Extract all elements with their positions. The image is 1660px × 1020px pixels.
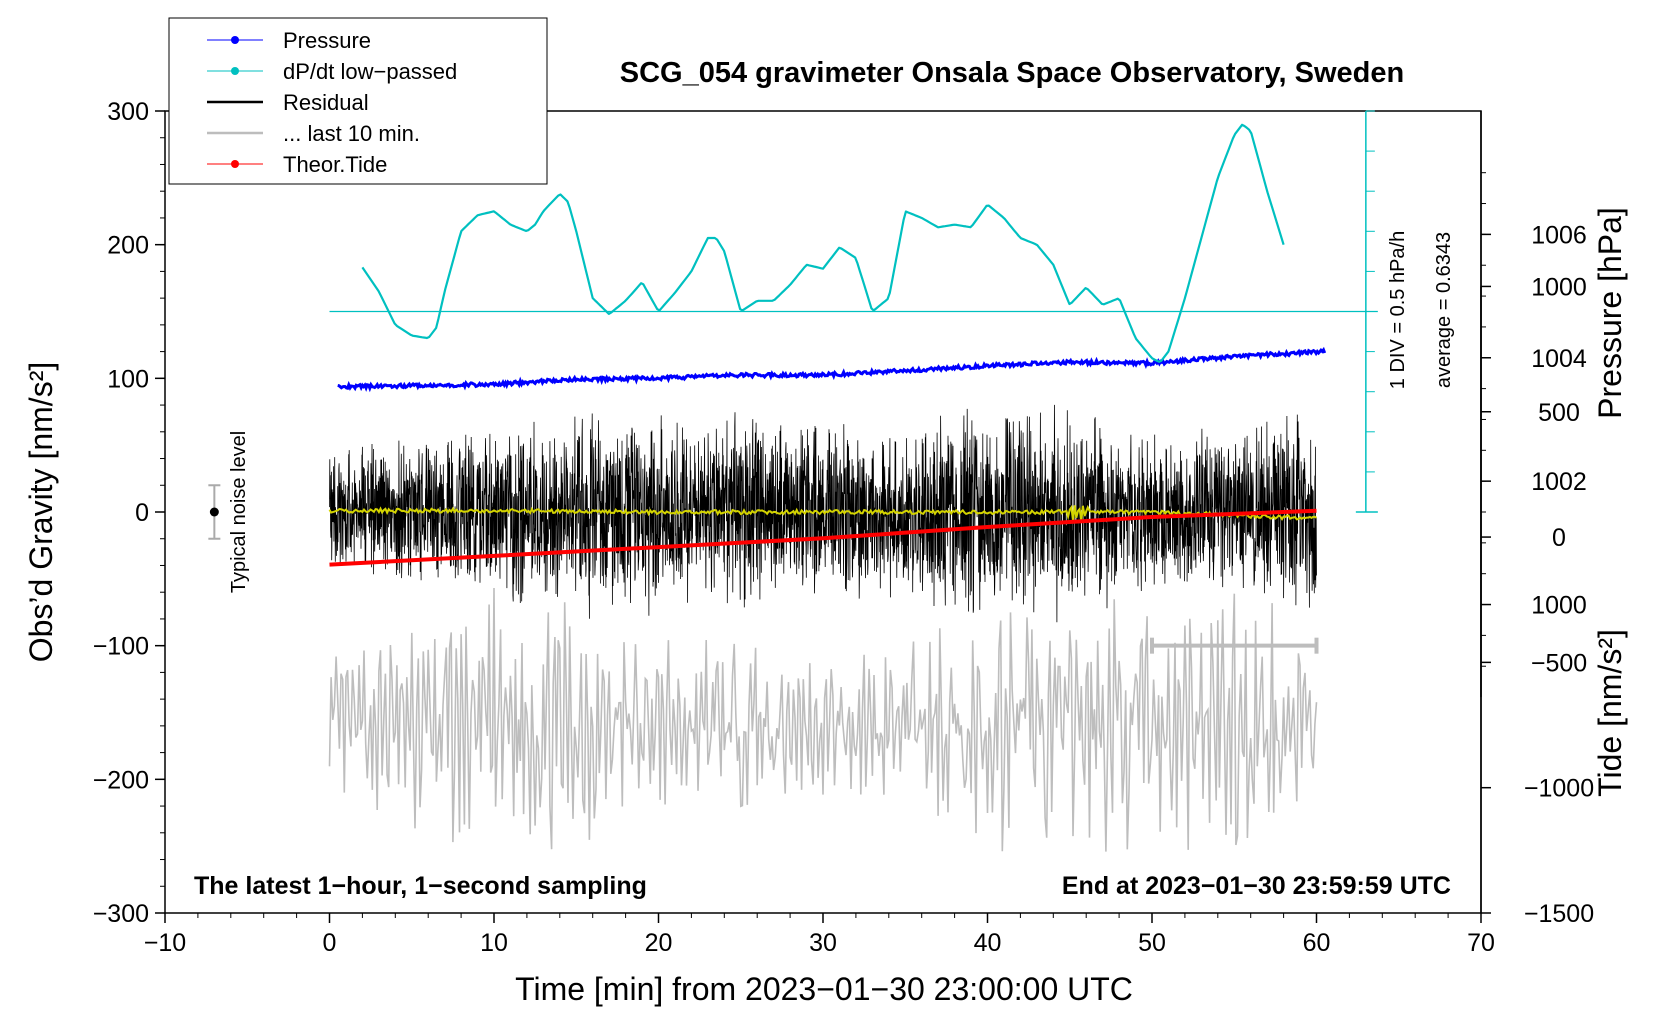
residual-smoothed-trace bbox=[328, 504, 1318, 521]
legend-label: Pressure bbox=[283, 28, 371, 53]
y-axis-title-tide: Tide [nm/s²] bbox=[1592, 629, 1628, 797]
x-tick-label: −10 bbox=[144, 929, 186, 957]
y-axis-title-pressure: Pressure [hPa] bbox=[1592, 207, 1628, 419]
legend-label: ... last 10 min. bbox=[283, 121, 420, 146]
legend-label: Theor.Tide bbox=[283, 152, 387, 177]
footer-left: The latest 1−hour, 1−second sampling bbox=[194, 872, 647, 900]
y-tick-label: −100 bbox=[93, 633, 149, 661]
pressure-tick-label: 1000 bbox=[1531, 592, 1587, 620]
x-tick-label: 20 bbox=[645, 929, 673, 957]
scale-text-average: average = 0.6343 bbox=[1433, 232, 1455, 388]
x-tick-label: 70 bbox=[1467, 929, 1495, 957]
y-tick-label: −200 bbox=[93, 766, 149, 794]
x-axis-title: Time [min] from 2023−01−30 23:00:00 UTC bbox=[515, 971, 1133, 1007]
tide-tick-label: 1000 bbox=[1531, 273, 1587, 301]
y-tick-label: 0 bbox=[135, 499, 149, 527]
y-tick-label: 300 bbox=[107, 98, 149, 126]
pressure-tick-label: 1002 bbox=[1531, 468, 1587, 496]
pressure-trace bbox=[337, 346, 1327, 393]
dpdt-trace bbox=[361, 123, 1285, 363]
tide-tick-label: −500 bbox=[1531, 649, 1587, 677]
tide-tick-label: 500 bbox=[1538, 399, 1580, 427]
chart-title: SCG_054 gravimeter Onsala Space Observat… bbox=[620, 57, 1404, 89]
legend-marker bbox=[231, 36, 239, 44]
x-tick-label: 10 bbox=[480, 929, 508, 957]
axes-layer: −10 0 10 20 30 40 50 60 70−300−200−1000100200300… bbox=[93, 98, 1594, 957]
annotations-layer: Typical noise level 1 DIV = 0.5 hPa/h av… bbox=[194, 231, 1455, 900]
x-tick-label: 60 bbox=[1303, 929, 1331, 957]
noise-level-label: Typical noise level bbox=[228, 431, 250, 593]
pressure-tick-label: 1004 bbox=[1531, 345, 1587, 373]
tide-tick-label: −1000 bbox=[1524, 775, 1594, 803]
x-tick-label: 50 bbox=[1138, 929, 1166, 957]
y-axis-title-gravity: Obs’d Gravity [nm/s²] bbox=[23, 362, 59, 663]
series-layer bbox=[208, 110, 1378, 852]
legend-label: Residual bbox=[283, 90, 369, 115]
x-tick-label: 40 bbox=[974, 929, 1002, 957]
pressure-tick-label: 1006 bbox=[1531, 221, 1587, 249]
noise-point bbox=[209, 507, 219, 517]
legend-marker bbox=[231, 160, 239, 168]
tide-tick-label: −1500 bbox=[1524, 900, 1594, 928]
footer-right: End at 2023−01−30 23:59:59 UTC bbox=[1062, 872, 1451, 900]
plot-area bbox=[164, 110, 1482, 914]
residual-trace bbox=[329, 404, 1317, 623]
legend-marker bbox=[231, 67, 239, 75]
legend-label: dP/dt low−passed bbox=[283, 59, 457, 84]
scale-text-div: 1 DIV = 0.5 hPa/h bbox=[1387, 231, 1409, 389]
x-tick-label: 30 bbox=[809, 929, 837, 957]
legend: Pressure dP/dt low−passed Residual ... last… bbox=[168, 17, 548, 185]
last-10-min-trace bbox=[328, 587, 1318, 852]
y-tick-label: 100 bbox=[107, 365, 149, 393]
y-tick-label: 200 bbox=[107, 232, 149, 260]
tide-tick-label: 0 bbox=[1552, 524, 1566, 552]
legend-entries: Pressure dP/dt low−passed Residual ... last… bbox=[207, 28, 457, 177]
x-tick-label: 0 bbox=[323, 929, 337, 957]
theor-tide-trace bbox=[329, 508, 1317, 567]
y-tick-label: −300 bbox=[93, 900, 149, 928]
